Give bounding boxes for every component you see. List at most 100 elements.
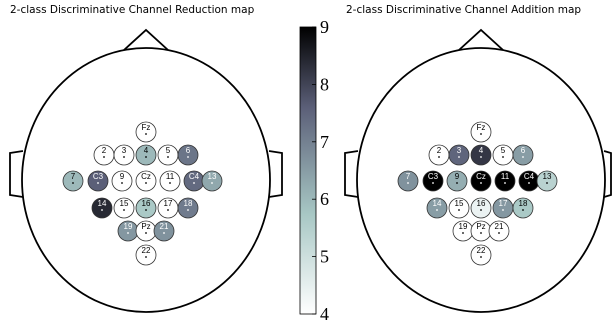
electrode-center-dot [522, 156, 524, 158]
electrode-center-dot [145, 232, 147, 234]
colorbar-tick-label: 4 [320, 304, 329, 320]
electrode-center-dot [458, 209, 460, 211]
right-ear-outline [603, 150, 612, 198]
electrode-center-dot [187, 209, 189, 211]
electrode-label: 5 [166, 146, 171, 155]
electrode-label: 21 [160, 222, 169, 231]
colorbar-tick-label: 7 [320, 132, 329, 152]
electrode-disc [488, 220, 510, 242]
head-outline [356, 47, 606, 313]
reduction-scalp-map: Fz 2 3 4 5 6 7 C3 9 Cz 11 C4 13 14 15 16 17 18 19 Pz 21 22 [9, 28, 283, 313]
electrode-label: Pz [476, 222, 485, 231]
nose-outline [123, 28, 169, 51]
electrode-disc [177, 144, 199, 166]
electrode-15: 15 [448, 197, 470, 219]
electrode-center-dot [121, 182, 123, 184]
electrode-disc [135, 244, 157, 266]
addition-map-title: 2-class Discriminative Channel Addition … [346, 4, 581, 16]
electrode-disc [470, 121, 492, 143]
electrode-label: 6 [521, 146, 526, 155]
nose-outline [458, 28, 504, 51]
electrode-3: 3 [448, 144, 470, 166]
colorbar-tick-label: 9 [320, 17, 329, 37]
electrode-disc [470, 170, 492, 192]
electrode-label: 5 [501, 146, 506, 155]
electrode-disc [536, 170, 558, 192]
electrode-center-dot [458, 156, 460, 158]
electrode-fz: Fz [135, 121, 157, 143]
electrode-label: 3 [457, 146, 462, 155]
electrode-center-dot [127, 232, 129, 234]
electrode-label: C3 [428, 172, 439, 181]
electrode-label: 22 [142, 246, 151, 255]
electrode-cz: Cz [470, 170, 492, 192]
electrode-disc [426, 197, 448, 219]
electrode-label: Fz [142, 123, 151, 132]
electrode-label: 6 [186, 146, 191, 155]
electrode-center-dot [187, 156, 189, 158]
electrode-21: 21 [153, 220, 175, 242]
electrode-c3: C3 [422, 170, 444, 192]
electrode-center-dot [97, 182, 99, 184]
electrode-center-dot [101, 209, 103, 211]
electrode-14: 14 [91, 197, 113, 219]
electrode-center-dot [502, 209, 504, 211]
electrode-center-dot [145, 182, 147, 184]
electrode-label: Fz [477, 123, 486, 132]
electrode-disc [446, 170, 468, 192]
electrode-label: 19 [459, 222, 468, 231]
electrode-13: 13 [201, 170, 223, 192]
electrode-17: 17 [492, 197, 514, 219]
electrode-center-dot [167, 156, 169, 158]
electrode-center-dot [522, 209, 524, 211]
electrode-11: 11 [494, 170, 516, 192]
electrode-label: 17 [499, 199, 508, 208]
electrode-disc [87, 170, 109, 192]
electrode-disc [135, 144, 157, 166]
electrode-4: 4 [135, 144, 157, 166]
electrode-5: 5 [157, 144, 179, 166]
electrode-label: 7 [71, 172, 76, 181]
electrode-cz: Cz [135, 170, 157, 192]
electrode-center-dot [438, 156, 440, 158]
electrode-center-dot [546, 182, 548, 184]
electrode-center-dot [145, 256, 147, 258]
electrode-label: 13 [543, 172, 552, 181]
electrode-center-dot [480, 232, 482, 234]
electrode-center-dot [103, 156, 105, 158]
electrode-center-dot [480, 209, 482, 211]
colorbar-gradient [299, 26, 317, 315]
electrode-center-dot [123, 156, 125, 158]
electrode-13: 13 [536, 170, 558, 192]
electrode-21: 21 [488, 220, 510, 242]
electrode-label: C3 [93, 172, 104, 181]
electrode-center-dot [502, 156, 504, 158]
electrode-disc [422, 170, 444, 192]
electrode-label: 18 [519, 199, 528, 208]
electrode-center-dot [480, 182, 482, 184]
electrode-center-dot [145, 133, 147, 135]
head-outline [21, 47, 271, 313]
electrode-22: 22 [470, 244, 492, 266]
left-ear-outline [344, 150, 359, 198]
electrode-7: 7 [62, 170, 84, 192]
electrode-label: 3 [122, 146, 127, 155]
electrode-center-dot [480, 156, 482, 158]
electrode-label: 7 [406, 172, 411, 181]
electrode-label: 9 [455, 172, 460, 181]
electrode-center-dot [211, 182, 213, 184]
electrode-label: C4 [189, 172, 200, 181]
electrode-2: 2 [93, 144, 115, 166]
electrode-disc [177, 197, 199, 219]
electrode-disc [62, 170, 84, 192]
electrode-disc [135, 197, 157, 219]
electrode-label: 14 [433, 199, 442, 208]
electrode-label: 15 [120, 199, 129, 208]
addition-scalp-map: Fz 2 3 4 5 6 7 C3 9 Cz 11 C4 13 14 15 16 17 18 19 Pz 21 22 [344, 28, 612, 313]
electrode-22: 22 [135, 244, 157, 266]
electrode-pz: Pz [470, 220, 492, 242]
electrode-6: 6 [177, 144, 199, 166]
reduction-map-title: 2-class Discriminative Channel Reduction… [10, 4, 255, 16]
electrode-center-dot [145, 156, 147, 158]
electrode-label: Cz [141, 172, 151, 181]
